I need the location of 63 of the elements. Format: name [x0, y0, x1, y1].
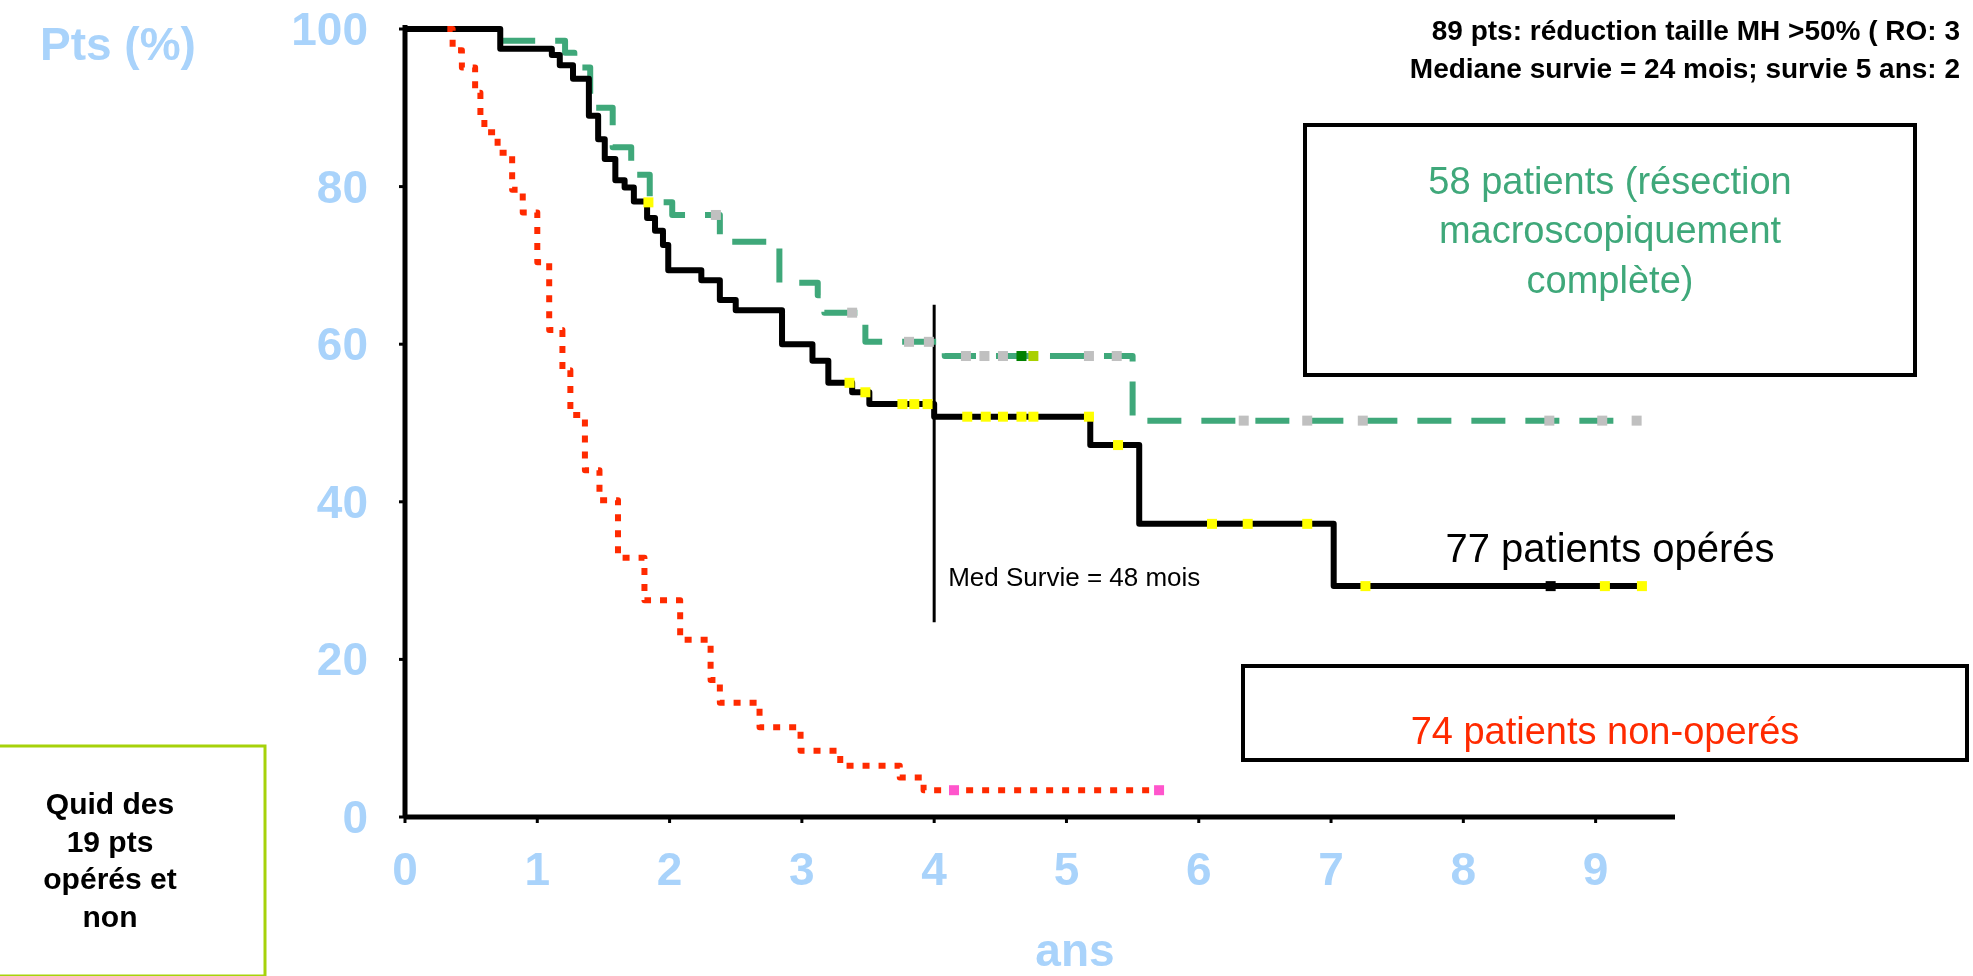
x-tick-label: 4: [921, 843, 948, 895]
point: [997, 351, 1008, 362]
point: [1083, 351, 1094, 362]
series-label: 77 patients opérés: [1445, 526, 1775, 570]
x-axis-title: ans: [1035, 924, 1115, 976]
point: [1238, 415, 1249, 426]
point: [1083, 411, 1094, 422]
point: [710, 209, 721, 220]
point: [979, 351, 990, 362]
point: [643, 197, 654, 208]
point: [960, 351, 971, 362]
annotation: Med Survie = 48 mois: [948, 561, 1201, 592]
y-axis-title: Pts (%): [40, 18, 196, 70]
annotation: 89 pts: réduction taille MH >50% ( RO: 3: [1431, 15, 1960, 47]
point: [1206, 518, 1217, 529]
y-tick-label: 0: [342, 791, 368, 843]
point: [1111, 351, 1122, 362]
point: [922, 399, 933, 410]
point: [1028, 351, 1039, 362]
point: [1302, 415, 1313, 426]
text: 74 patients non-operés: [1410, 710, 1800, 752]
point: [980, 411, 991, 422]
point: [909, 399, 920, 410]
point: [1028, 411, 1039, 422]
x-tick-label: 7: [1318, 843, 1344, 895]
text: 58 patients (résection macroscopiquement complète): [1428, 160, 1792, 301]
y-tick-label: 100: [291, 3, 368, 55]
x-tick-label: 8: [1450, 843, 1477, 895]
point: [997, 411, 1008, 422]
annotation: Mediane survie = 24 mois; survie 5 ans: 2: [1409, 53, 1960, 85]
point: [1631, 415, 1642, 426]
point: [860, 387, 871, 398]
point: [1242, 518, 1253, 529]
y-tick-label: 60: [316, 318, 368, 371]
x-tick-label: 6: [1185, 843, 1212, 895]
point: [1544, 415, 1555, 426]
y-tick-label: 80: [316, 160, 368, 213]
point: [1154, 785, 1165, 796]
point: [949, 785, 960, 796]
point: [923, 336, 934, 347]
x-tick-label: 5: [1053, 843, 1080, 895]
point: [962, 411, 973, 422]
x-tick-label: 2: [656, 843, 683, 895]
point: [897, 399, 908, 410]
point: [844, 377, 855, 388]
point: [1357, 415, 1368, 426]
point: [1636, 581, 1647, 592]
point: [1113, 440, 1124, 451]
point: [1597, 415, 1608, 426]
text: Quid des 19 pts opérés et non: [43, 787, 177, 933]
y-tick-label: 20: [316, 633, 368, 686]
x-tick-label: 9: [1582, 843, 1609, 895]
x-tick-label: 3: [789, 843, 815, 895]
point: [847, 307, 858, 318]
x-tick-label: 0: [392, 843, 418, 895]
y-tick-label: 40: [316, 475, 368, 528]
point: [1599, 581, 1610, 592]
x-tick-label: 1: [524, 843, 551, 895]
point: [1360, 581, 1371, 592]
point: [1016, 351, 1027, 362]
point: [904, 336, 915, 347]
point: [1016, 411, 1027, 422]
point: [1302, 518, 1313, 529]
